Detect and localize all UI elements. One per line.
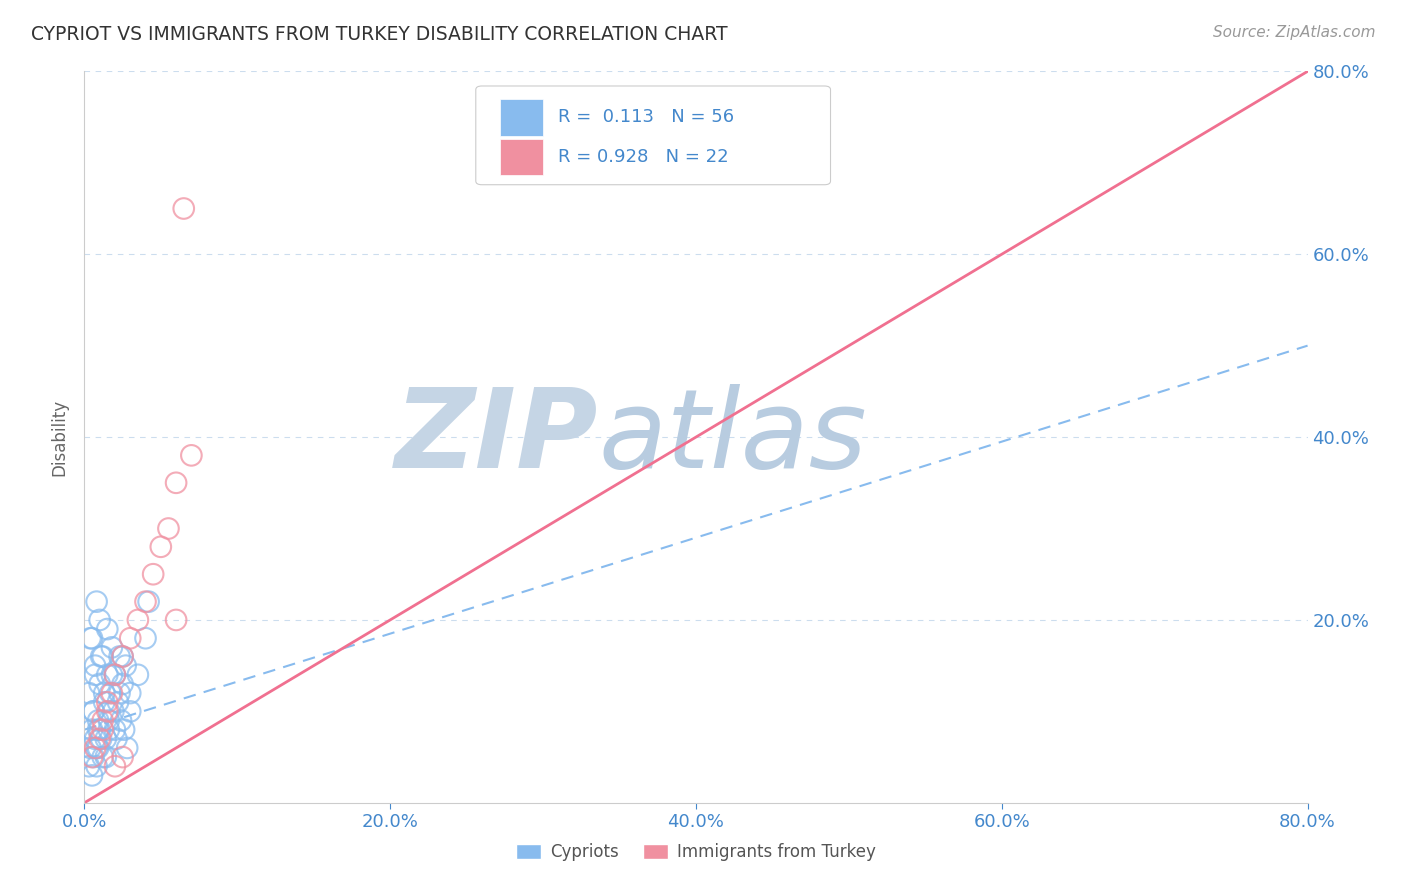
Point [79,740,101,755]
Point [103,705,125,719]
FancyBboxPatch shape [475,86,831,185]
Point [108,686,131,700]
Point [98,686,121,700]
Point [83,750,105,764]
Bar [501,99,543,136]
Point [77,759,100,773]
Point [157,521,180,535]
Point [94,750,117,764]
Point [83,705,105,719]
Point [84,731,107,746]
Point [115,740,138,755]
Point [84,740,107,755]
Point [90,649,112,664]
Text: Source: ZipAtlas.com: Source: ZipAtlas.com [1212,25,1375,40]
Point [114,658,136,673]
Point [80,768,103,782]
Point [165,475,187,490]
Point [80,632,103,646]
Text: CYPRIOT VS IMMIGRANTS FROM TURKEY DISABILITY CORRELATION CHART: CYPRIOT VS IMMIGRANTS FROM TURKEY DISABI… [31,25,727,44]
Point [111,649,134,664]
Y-axis label: Disability: Disability [51,399,69,475]
Point [101,686,124,700]
Legend: Cypriots, Immigrants from Turkey: Cypriots, Immigrants from Turkey [509,837,883,868]
Point [89,677,111,691]
Point [93,695,115,709]
Point [110,714,132,728]
Point [104,723,127,737]
Point [87,714,110,728]
Point [120,705,142,719]
Point [173,202,195,216]
Point [87,740,110,755]
Point [96,695,118,709]
Point [86,759,108,773]
Point [80,723,103,737]
Point [120,632,142,646]
Point [111,750,134,764]
Point [89,613,111,627]
Point [84,667,107,681]
Point [101,667,124,681]
Point [135,632,157,646]
Point [91,714,114,728]
Point [135,594,157,608]
Point [104,759,127,773]
Point [149,540,172,554]
Point [79,632,101,646]
Point [97,723,120,737]
Point [87,723,110,737]
Point [101,640,124,655]
Point [97,705,120,719]
Point [84,658,107,673]
Text: R =  0.113   N = 56: R = 0.113 N = 56 [558,109,734,127]
Text: ZIP: ZIP [395,384,598,491]
Point [105,731,128,746]
Point [142,567,165,582]
Point [107,695,129,709]
Point [96,705,118,719]
Point [94,731,117,746]
Point [86,594,108,608]
Point [89,723,111,737]
Point [91,649,114,664]
Point [86,740,108,755]
Point [111,649,134,664]
Point [104,667,127,681]
Point [91,723,114,737]
Point [111,677,134,691]
Point [108,649,131,664]
Point [180,448,202,462]
Text: R = 0.928   N = 22: R = 0.928 N = 22 [558,148,728,166]
Point [120,686,142,700]
Text: atlas: atlas [598,384,866,491]
Point [138,594,160,608]
Point [77,686,100,700]
Bar [501,138,543,175]
Point [90,731,112,746]
Point [80,750,103,764]
Point [127,613,149,627]
Point [91,750,114,764]
Point [104,667,127,681]
Point [93,686,115,700]
Point [97,714,120,728]
Point [96,667,118,681]
Point [96,622,118,636]
Point [165,613,187,627]
Point [89,731,111,746]
Point [127,667,149,681]
Point [83,705,105,719]
Point [112,723,135,737]
